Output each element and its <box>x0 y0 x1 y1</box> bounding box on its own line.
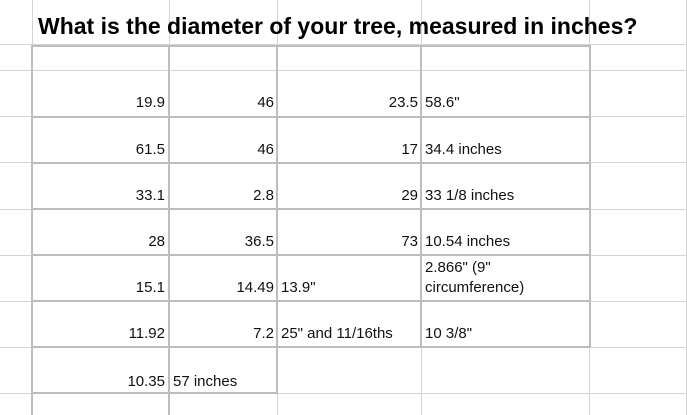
table-cell[interactable]: 36.5 <box>244 233 274 250</box>
table-cell[interactable]: 58.6" <box>425 94 460 111</box>
sheet-title: What is the diameter of your tree, measu… <box>38 13 638 39</box>
table-cell[interactable]: 10.54 inches <box>425 233 511 250</box>
table-cell[interactable]: 73 <box>401 233 418 250</box>
table-cell[interactable]: 61.5 <box>135 141 165 158</box>
table-cell[interactable]: 28 <box>148 233 165 250</box>
cell-border <box>32 392 278 394</box>
table-cell[interactable]: 33 1/8 inches <box>425 187 515 204</box>
cell-border <box>31 45 33 415</box>
cell-border <box>32 116 591 118</box>
table-cell[interactable]: 15.1 <box>135 279 165 296</box>
table-cell[interactable]: 19.9 <box>135 94 165 111</box>
table-cell[interactable]: 33.1 <box>135 187 165 204</box>
cell-border <box>32 162 591 164</box>
cell-border <box>276 45 278 393</box>
cell-border <box>420 45 422 347</box>
gridline <box>0 393 687 394</box>
cell-border <box>32 300 591 302</box>
table-cell[interactable]: 10 3/8" <box>425 325 473 342</box>
table-cell[interactable]: 34.4 inches <box>425 141 502 158</box>
table-cell[interactable]: 7.2 <box>253 325 274 342</box>
table-cell[interactable]: 46 <box>257 94 274 111</box>
table-cell[interactable]: 10.35 <box>127 373 165 390</box>
table-cell[interactable]: 25" and 11/16ths <box>281 325 393 342</box>
gridline <box>0 70 687 71</box>
cell-border <box>32 45 591 47</box>
cell-border <box>32 254 591 256</box>
table-cell[interactable]: 17 <box>401 141 418 158</box>
table-cell[interactable]: 14.49 <box>236 279 274 296</box>
table-cell[interactable]: 11.92 <box>128 325 165 342</box>
cell-border <box>168 45 170 415</box>
cell-border <box>589 45 591 347</box>
cell-border <box>32 346 591 348</box>
table-cell[interactable]: 23.5 <box>388 94 418 111</box>
table-cell[interactable]: 29 <box>401 187 418 204</box>
table-cell[interactable]: 2.8 <box>253 187 274 204</box>
table-cell[interactable]: 57 inches <box>173 373 238 390</box>
table-cell[interactable]: 2.866" (9" circumference) <box>425 259 525 296</box>
table-cell[interactable]: 13.9" <box>281 279 316 296</box>
cell-border <box>32 208 591 210</box>
gridline <box>0 44 687 45</box>
table-cell[interactable]: 46 <box>257 141 274 158</box>
